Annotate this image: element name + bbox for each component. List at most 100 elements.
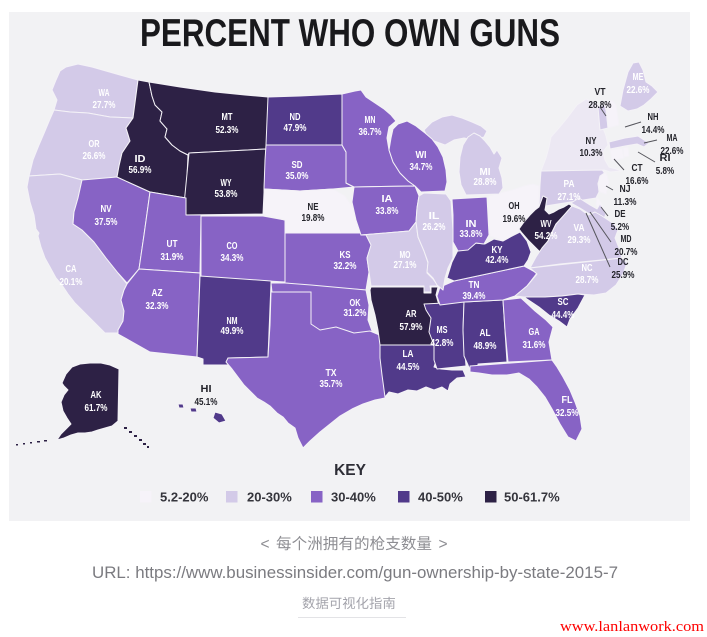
svg-text:NV: NV: [101, 203, 112, 215]
svg-text:53.8%: 53.8%: [215, 188, 239, 200]
svg-text:KS: KS: [340, 249, 351, 261]
svg-text:10.3%: 10.3%: [580, 147, 604, 159]
svg-text:TN: TN: [469, 279, 480, 291]
svg-text:<: <: [260, 536, 269, 553]
svg-text:35.7%: 35.7%: [320, 378, 344, 390]
svg-text:LA: LA: [403, 348, 414, 360]
svg-text:22.6%: 22.6%: [661, 145, 685, 157]
svg-text:GA: GA: [529, 326, 540, 338]
svg-text:52.3%: 52.3%: [216, 124, 240, 136]
svg-text:22.6%: 22.6%: [627, 84, 651, 96]
svg-text:NE: NE: [308, 201, 319, 213]
svg-text:32.5%: 32.5%: [556, 407, 580, 419]
svg-text:5.8%: 5.8%: [656, 165, 675, 177]
svg-text:AK: AK: [91, 389, 102, 401]
svg-text:32.2%: 32.2%: [334, 260, 358, 272]
svg-text:WI: WI: [416, 149, 427, 161]
svg-text:OR: OR: [89, 138, 100, 150]
svg-text:54.2%: 54.2%: [535, 230, 559, 242]
svg-text:IL: IL: [429, 210, 441, 222]
svg-text:NC: NC: [582, 262, 593, 274]
svg-text:UT: UT: [167, 238, 178, 250]
svg-text:47.9%: 47.9%: [284, 122, 308, 134]
svg-text:RI: RI: [660, 152, 671, 164]
svg-text:www.lanlanwork.com: www.lanlanwork.com: [560, 619, 705, 635]
svg-text:48.9%: 48.9%: [474, 340, 498, 352]
svg-text:34.3%: 34.3%: [221, 252, 245, 264]
svg-text:28.8%: 28.8%: [589, 99, 613, 111]
svg-text:IN: IN: [466, 218, 477, 230]
svg-text:ME: ME: [633, 71, 644, 83]
svg-text:KY: KY: [492, 244, 503, 256]
svg-text:MS: MS: [437, 324, 448, 336]
svg-text:50-61.7%: 50-61.7%: [504, 490, 560, 505]
svg-text:14.4%: 14.4%: [642, 124, 666, 136]
svg-text:OH: OH: [509, 200, 520, 212]
svg-text:30-40%: 30-40%: [331, 490, 376, 505]
svg-text:URL: https://www.businessinsid: URL: https://www.businessinsider.com/gun…: [92, 564, 618, 582]
svg-text:27.1%: 27.1%: [394, 259, 418, 271]
svg-text:MN: MN: [365, 114, 376, 126]
svg-text:44.4%: 44.4%: [552, 309, 576, 321]
svg-text:OK: OK: [350, 297, 361, 309]
svg-text:34.7%: 34.7%: [410, 161, 434, 173]
svg-text:31.9%: 31.9%: [161, 251, 185, 263]
svg-text:27.7%: 27.7%: [93, 99, 117, 111]
svg-text:WV: WV: [541, 218, 552, 230]
svg-text:VT: VT: [595, 86, 606, 98]
svg-text:PA: PA: [564, 178, 575, 190]
svg-text:ID: ID: [135, 153, 146, 165]
svg-text:25.9%: 25.9%: [612, 269, 636, 281]
svg-text:NJ: NJ: [620, 183, 631, 195]
svg-text:36.7%: 36.7%: [359, 126, 383, 138]
svg-text:DE: DE: [615, 208, 626, 220]
svg-text:KEY: KEY: [334, 462, 367, 479]
svg-text:26.6%: 26.6%: [83, 150, 107, 162]
svg-text:29.3%: 29.3%: [568, 234, 592, 246]
svg-text:28.7%: 28.7%: [576, 274, 600, 286]
svg-text:TX: TX: [326, 367, 337, 379]
svg-text:16.6%: 16.6%: [626, 175, 650, 187]
svg-text:39.4%: 39.4%: [463, 290, 487, 302]
svg-text:19.8%: 19.8%: [302, 212, 326, 224]
svg-text:37.5%: 37.5%: [95, 216, 119, 228]
svg-text:40-50%: 40-50%: [418, 490, 463, 505]
svg-text:5.2-20%: 5.2-20%: [160, 490, 209, 505]
svg-text:CA: CA: [66, 263, 77, 275]
svg-text:AR: AR: [406, 308, 417, 320]
svg-text:IA: IA: [382, 193, 393, 205]
svg-text:NH: NH: [648, 111, 659, 123]
svg-text:WY: WY: [221, 177, 232, 189]
svg-text:MA: MA: [667, 132, 678, 144]
svg-text:57.9%: 57.9%: [400, 321, 424, 333]
svg-text:11.3%: 11.3%: [614, 196, 638, 208]
svg-text:33.8%: 33.8%: [376, 205, 400, 217]
svg-text:NY: NY: [586, 135, 597, 147]
svg-text:26.2%: 26.2%: [423, 221, 447, 233]
svg-text:35.0%: 35.0%: [286, 170, 310, 182]
svg-text:32.3%: 32.3%: [146, 300, 170, 312]
svg-text:PERCENT WHO OWN GUNS: PERCENT WHO OWN GUNS: [140, 12, 560, 55]
svg-text:AZ: AZ: [152, 287, 163, 299]
svg-text:CO: CO: [227, 240, 238, 252]
svg-text:SC: SC: [558, 296, 569, 308]
svg-text:AL: AL: [480, 327, 491, 339]
svg-text:20.7%: 20.7%: [615, 246, 639, 258]
svg-text:33.8%: 33.8%: [460, 228, 484, 240]
svg-text:MO: MO: [400, 249, 411, 261]
svg-text:20.1%: 20.1%: [60, 276, 84, 288]
svg-text:31.6%: 31.6%: [523, 339, 547, 351]
svg-text:61.7%: 61.7%: [85, 402, 109, 414]
svg-text:5.2%: 5.2%: [611, 221, 630, 233]
svg-text:19.6%: 19.6%: [503, 213, 527, 225]
svg-text:DC: DC: [618, 256, 629, 268]
svg-text:CT: CT: [632, 162, 643, 174]
svg-text:28.8%: 28.8%: [474, 176, 498, 188]
svg-text:WA: WA: [99, 87, 110, 99]
svg-text:45.1%: 45.1%: [195, 396, 219, 408]
svg-text:MI: MI: [480, 166, 491, 178]
svg-text:ND: ND: [290, 111, 301, 123]
svg-text:42.4%: 42.4%: [486, 254, 510, 266]
svg-text:20-30%: 20-30%: [247, 490, 292, 505]
svg-text:56.9%: 56.9%: [129, 164, 153, 176]
